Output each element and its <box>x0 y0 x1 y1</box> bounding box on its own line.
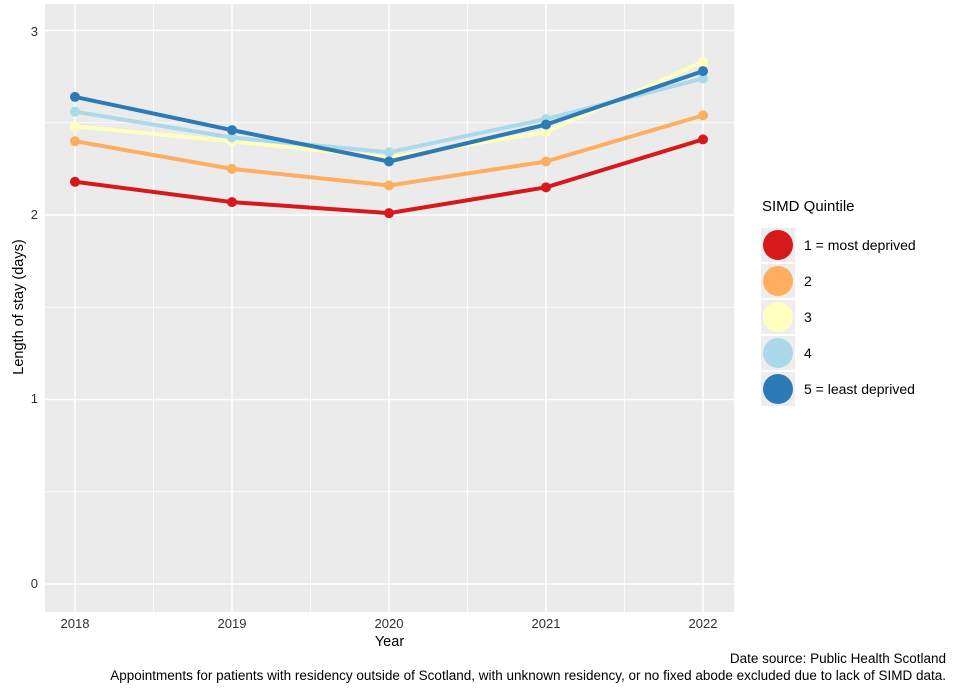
y-axis-title: Length of stay (days) <box>11 239 27 375</box>
series-quintile-2 <box>70 110 708 191</box>
data-point <box>70 121 80 132</box>
legend-label: 1 = most deprived <box>804 237 916 253</box>
y-tick-label: 3 <box>30 24 38 39</box>
data-point <box>698 110 708 121</box>
data-point <box>70 136 80 147</box>
legend-label: 4 <box>804 345 812 361</box>
data-point <box>227 132 237 143</box>
data-point <box>541 156 551 167</box>
x-tick-label: 2018 <box>60 616 90 631</box>
legend-key <box>761 228 795 262</box>
legend-item-quintile-1: 1 = most deprived <box>761 228 953 262</box>
plot-canvas <box>45 4 734 612</box>
legend-label: 3 <box>804 309 812 325</box>
series-quintile-1 <box>70 134 708 219</box>
data-point <box>70 176 80 187</box>
data-point <box>227 125 237 136</box>
data-point <box>698 73 708 84</box>
data-point <box>227 163 237 174</box>
data-point <box>541 126 551 137</box>
y-tick-label: 1 <box>30 391 38 406</box>
data-point <box>698 56 708 67</box>
data-point <box>384 156 394 167</box>
data-point <box>384 208 394 219</box>
legend: SIMD Quintile 1 = most deprived 2 3 4 5 … <box>761 198 953 408</box>
caption-source-line: Date source: Public Health Scotland <box>729 651 946 666</box>
caption-note-line: Appointments for patients with residency… <box>110 667 946 683</box>
legend-label: 2 <box>804 273 812 289</box>
data-point <box>541 119 551 130</box>
x-tick-label: 2020 <box>374 616 404 631</box>
legend-key-circle-quintile-1 <box>763 230 793 260</box>
data-point <box>227 197 237 208</box>
x-axis-title: Year <box>374 634 405 650</box>
legend-key <box>761 300 795 334</box>
legend-key-circle-quintile-2 <box>763 266 793 296</box>
data-point <box>698 66 708 77</box>
major-gridlines <box>45 4 734 612</box>
data-point <box>384 147 394 158</box>
legend-item-quintile-5: 5 = least deprived <box>761 372 953 406</box>
legend-title: SIMD Quintile <box>762 198 855 215</box>
y-tick-label: 0 <box>30 576 38 591</box>
x-tick-label: 2022 <box>688 616 718 631</box>
legend-label: 5 = least deprived <box>804 381 915 397</box>
legend-key-circle-quintile-5 <box>763 374 793 404</box>
x-tick-label: 2019 <box>217 616 247 631</box>
data-point <box>70 106 80 117</box>
plot-panel <box>45 4 734 612</box>
data-point <box>698 134 708 145</box>
data-point <box>70 91 80 102</box>
series-quintile-5 <box>70 66 708 167</box>
legend-key-circle-quintile-4 <box>763 338 793 368</box>
legend-key <box>761 336 795 370</box>
legend-item-quintile-4: 4 <box>761 336 953 370</box>
x-tick-label: 2021 <box>531 616 561 631</box>
legend-item-quintile-3: 3 <box>761 300 953 334</box>
caption: Date source: Public Health Scotland Appo… <box>0 651 946 684</box>
y-tick-label: 2 <box>30 207 38 222</box>
legend-item-quintile-2: 2 <box>761 264 953 298</box>
legend-key <box>761 372 795 406</box>
data-point <box>384 180 394 191</box>
data-point <box>541 182 551 193</box>
legend-key <box>761 264 795 298</box>
legend-key-circle-quintile-3 <box>763 302 793 332</box>
